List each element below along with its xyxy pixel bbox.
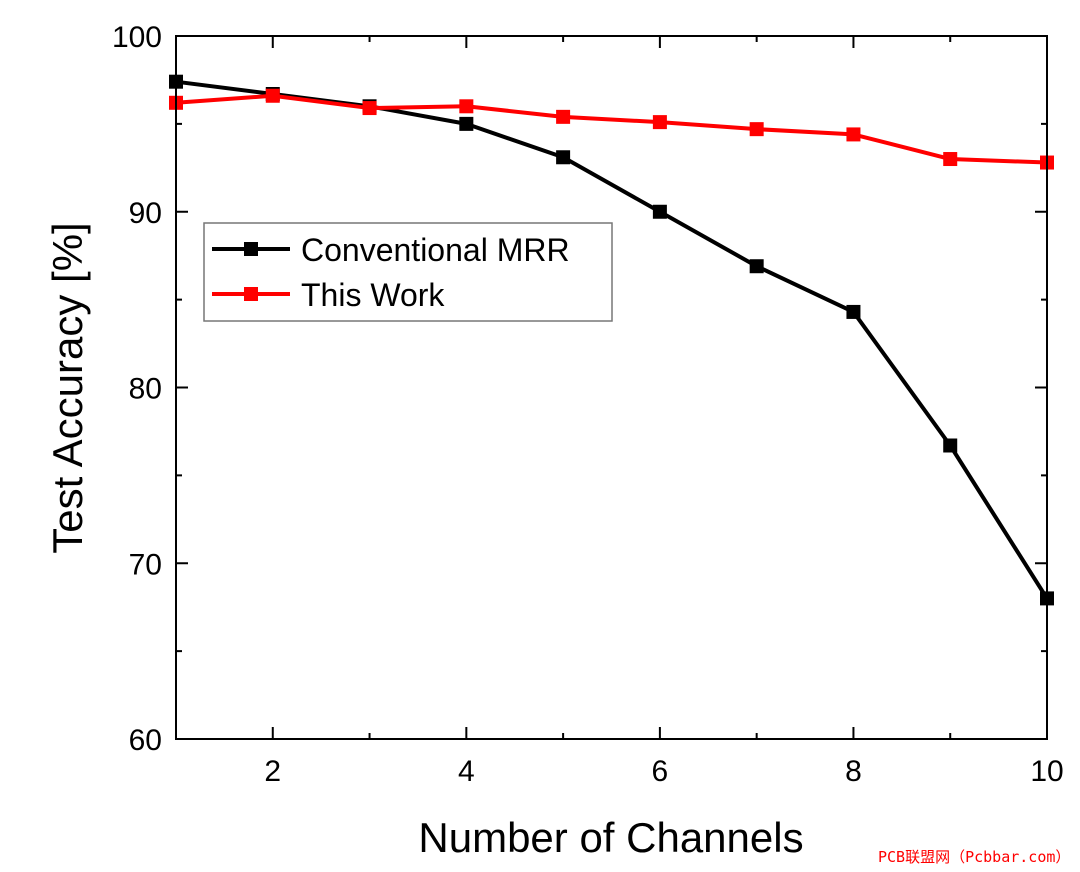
data-point-this-work [749, 122, 764, 137]
series-layer [169, 74, 1054, 606]
x-tick-label: 6 [652, 755, 669, 788]
data-point-conventional-mrr [556, 150, 571, 165]
data-point-conventional-mrr [749, 259, 764, 274]
y-axis-label: Test Accuracy [%] [44, 222, 91, 553]
x-tick-label: 4 [458, 755, 475, 788]
legend-marker-this-work [244, 287, 258, 301]
x-tick-label: 2 [264, 755, 281, 788]
watermark: PCB联盟网（Pcbbar.com） [878, 848, 1071, 866]
data-point-this-work [459, 99, 474, 114]
data-point-this-work [943, 152, 958, 167]
legend: Conventional MRR This Work [203, 222, 613, 322]
x-tick-label: 8 [845, 755, 862, 788]
y-tick-label: 60 [129, 724, 162, 757]
y-tick-label: 100 [112, 21, 162, 54]
data-point-this-work [556, 109, 571, 124]
x-tick-label: 10 [1030, 755, 1063, 788]
series-line-conventional-mrr [175, 79, 1049, 600]
data-point-conventional-mrr [846, 304, 861, 319]
y-tick-label: 80 [129, 373, 162, 406]
x-axis-label: Number of Channels [418, 814, 803, 861]
data-point-this-work [652, 115, 667, 130]
ticks-layer: 2 4 6 8 10 60 70 80 90 100 [112, 21, 1064, 788]
legend-label-this-work: This Work [301, 277, 445, 313]
legend-label-conventional-mrr: Conventional MRR [301, 232, 570, 268]
series-line-this-work [175, 93, 1048, 165]
data-point-this-work [265, 88, 280, 103]
y-tick-label: 90 [129, 197, 162, 230]
data-point-conventional-mrr [652, 204, 667, 219]
data-point-this-work [846, 127, 861, 142]
data-point-conventional-mrr [459, 116, 474, 131]
data-point-this-work [362, 101, 377, 116]
y-tick-label: 70 [129, 548, 162, 581]
plot-frame [175, 35, 1048, 740]
legend-box [203, 222, 613, 322]
data-point-conventional-mrr [943, 438, 958, 453]
legend-marker-conventional-mrr [244, 242, 258, 256]
